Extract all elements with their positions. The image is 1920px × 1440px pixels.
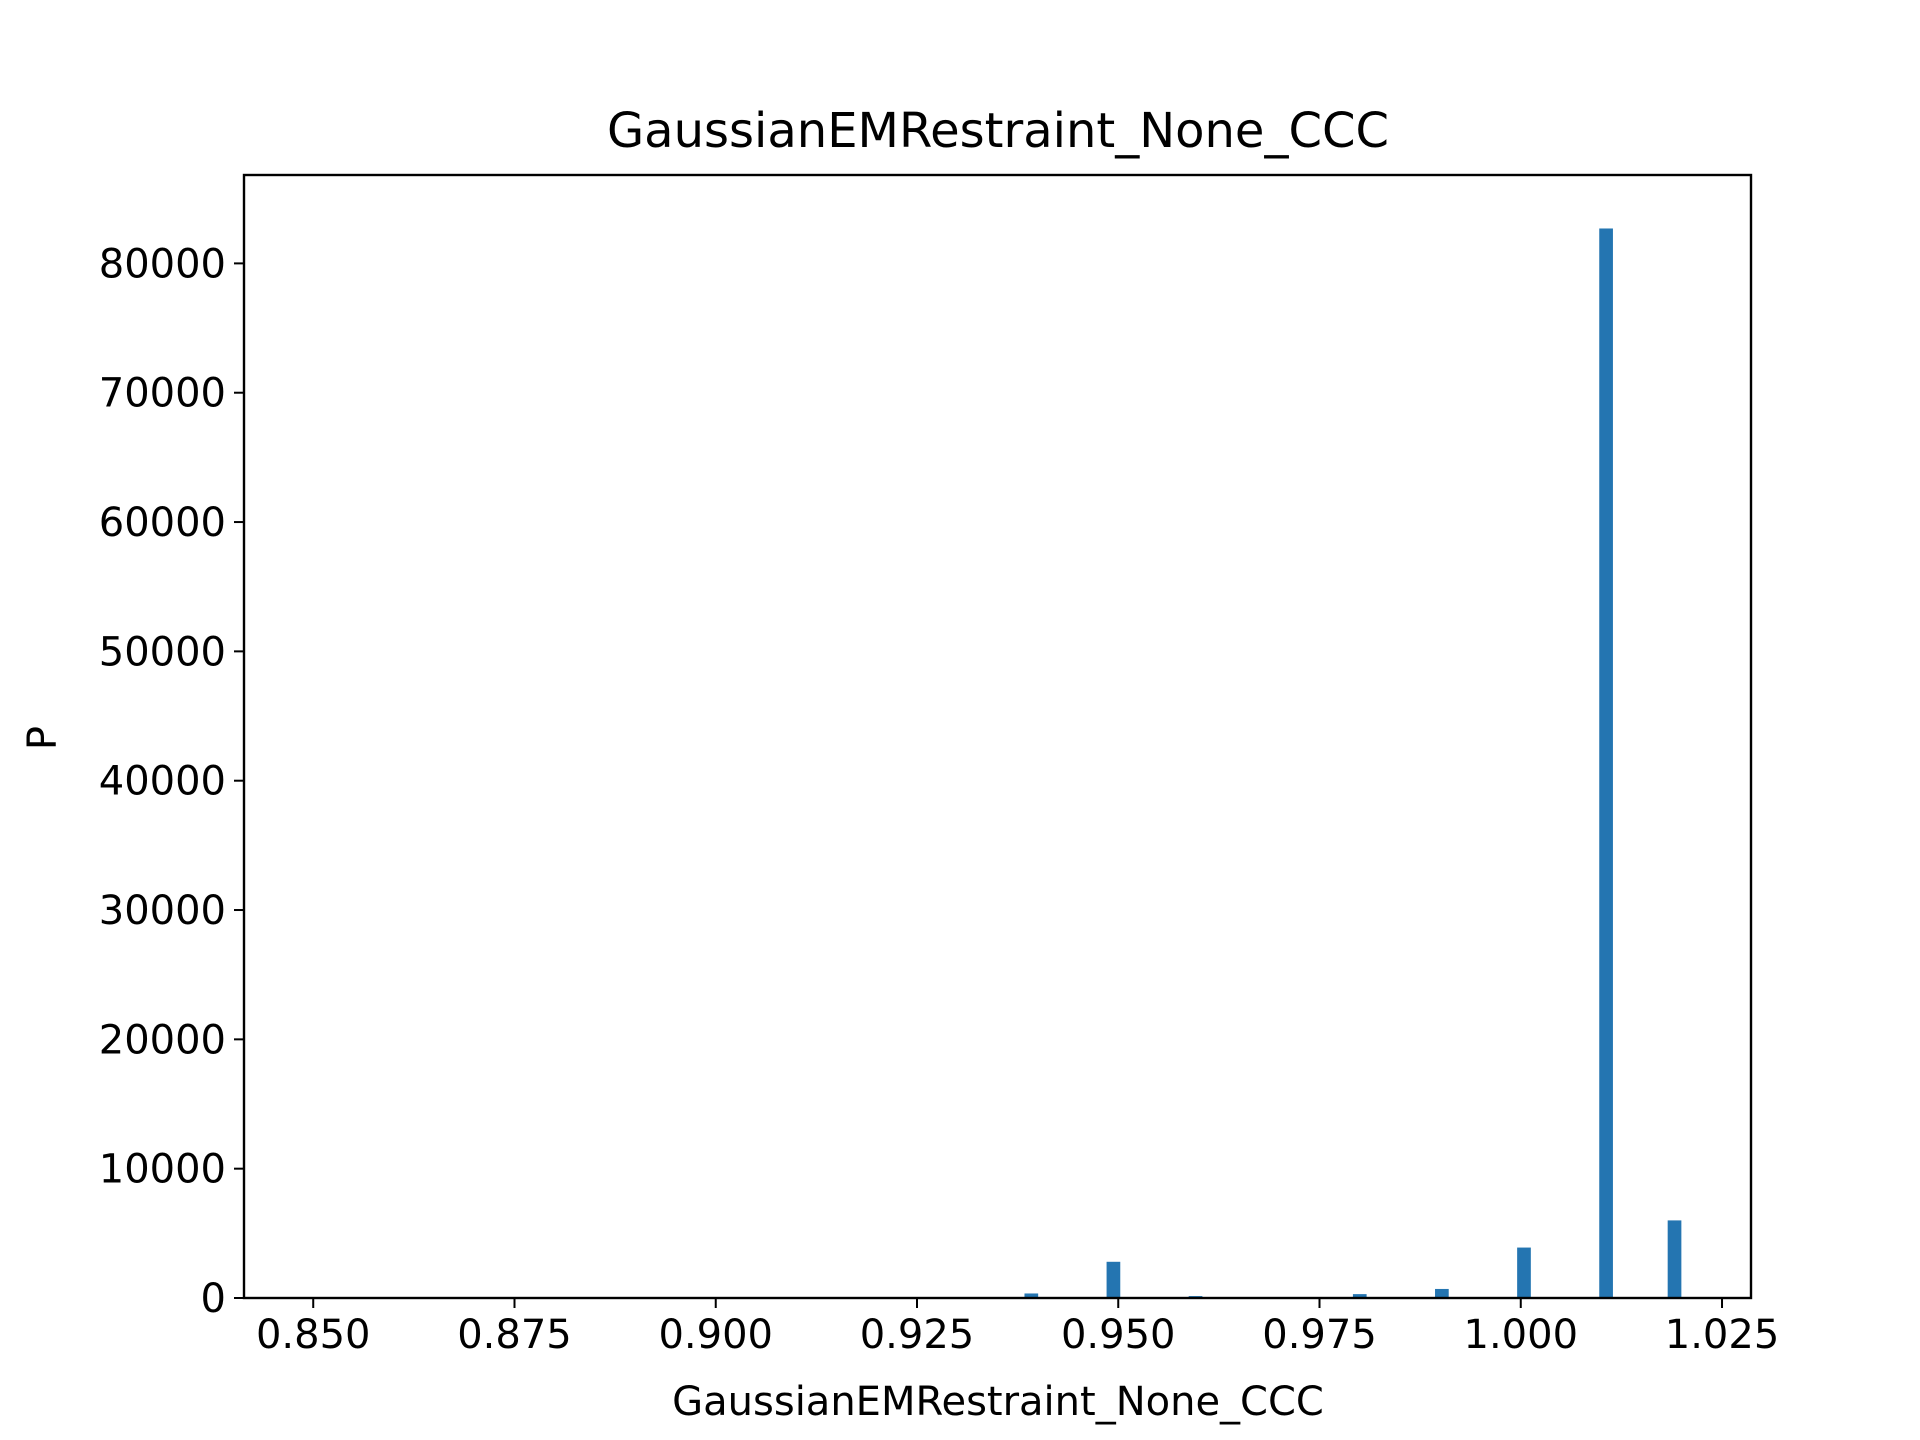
x-tick-label: 0.925 (860, 1312, 975, 1358)
y-tick-label: 0 (201, 1276, 226, 1322)
x-tick-label: 0.875 (457, 1312, 572, 1358)
y-tick-label: 40000 (99, 759, 226, 805)
x-axis-label: GaussianEMRestraint_None_CCC (672, 1379, 1324, 1425)
x-tick-label: 1.000 (1464, 1312, 1579, 1358)
histogram-bar-5 (1517, 1247, 1531, 1298)
histogram-bar-7 (1667, 1220, 1682, 1298)
histogram-bar-4 (1435, 1288, 1449, 1298)
y-tick-label: 20000 (99, 1017, 226, 1063)
plot-frame (242, 173, 1753, 1300)
histogram-bar-6 (1599, 228, 1613, 1299)
y-tick-label: 30000 (99, 888, 226, 934)
y-tick-label: 60000 (99, 500, 226, 546)
histogram-bar-3 (1352, 1294, 1367, 1298)
x-tick-label: 0.950 (1061, 1312, 1176, 1358)
x-tick-label: 0.850 (256, 1312, 371, 1358)
x-tick-label: 1.025 (1665, 1312, 1780, 1358)
x-tick-label: 0.975 (1262, 1312, 1377, 1358)
y-axis-label: P (20, 726, 66, 750)
bars-layer (1024, 228, 1682, 1299)
x-tick-label: 0.900 (658, 1312, 773, 1358)
chart-title: GaussianEMRestraint_None_CCC (607, 103, 1389, 159)
y-tick-label: 50000 (99, 629, 226, 675)
y-tick-label: 70000 (99, 371, 226, 417)
histogram-bar-0 (1024, 1293, 1039, 1298)
y-tick-label: 80000 (99, 241, 226, 287)
histogram-bar-1 (1106, 1261, 1121, 1298)
y-tick-label: 10000 (99, 1147, 226, 1193)
ticks-layer: 0.850 0.875 0.900 0.925 0.950 0.975 1.000 1.025… (99, 241, 1780, 1358)
